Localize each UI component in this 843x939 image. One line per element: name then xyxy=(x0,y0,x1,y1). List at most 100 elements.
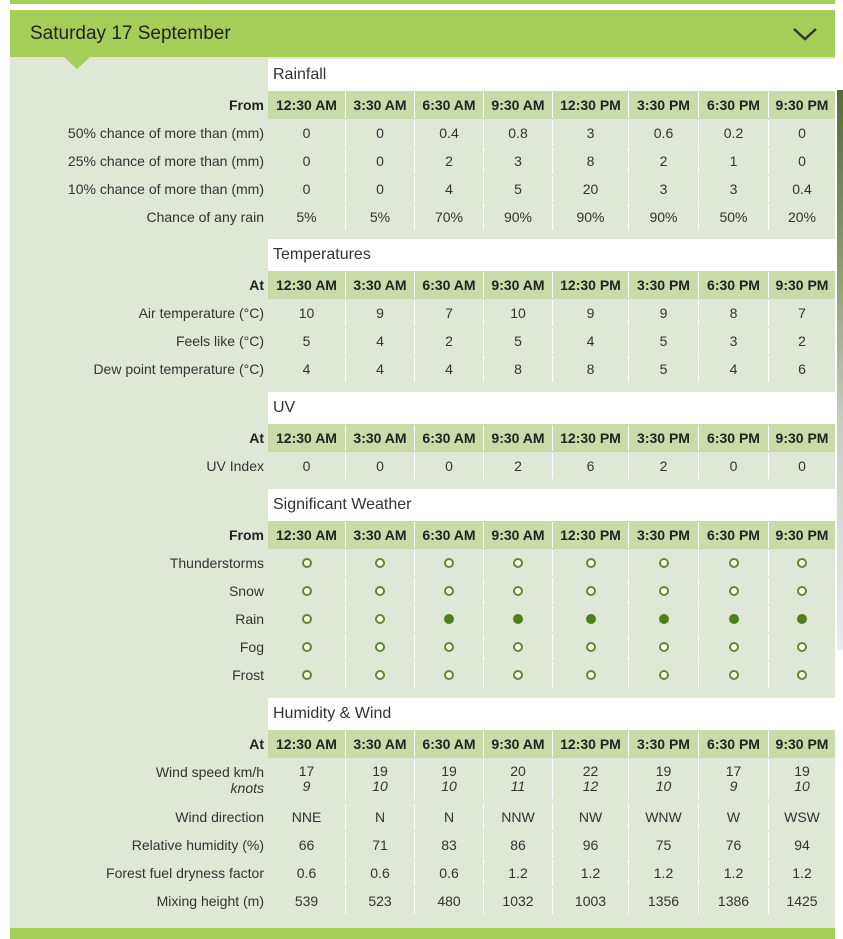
value-cell: 8 xyxy=(484,356,553,382)
indicator-cell xyxy=(484,550,553,576)
row-label: Wind direction xyxy=(175,809,264,825)
time-cell: 9:30 PM xyxy=(775,277,829,293)
value-cell: 0.6 xyxy=(346,860,415,886)
section-title-uv: UV xyxy=(268,392,835,424)
wind-speed-cell: 17 9 xyxy=(268,759,346,799)
row-labels: From 50% chance of more than (mm) 25% chan… xyxy=(10,57,268,928)
table-row: 0 0 4 5 20 3 3 0.4 xyxy=(268,175,835,203)
indicator-cell xyxy=(415,662,484,688)
value-cell: 1425 xyxy=(786,893,818,909)
chevron-down-icon[interactable] xyxy=(775,10,835,57)
row-label: Mixing height (m) xyxy=(156,893,264,909)
empty-circle-icon xyxy=(797,670,807,680)
time-cell: 12:30 AM xyxy=(268,92,346,118)
wind-speed-cell: 19 10 xyxy=(629,759,699,799)
value-cell: 4 xyxy=(268,356,346,382)
empty-circle-icon xyxy=(728,558,739,568)
time-cell: 12:30 PM xyxy=(553,425,629,451)
value-cell: 7 xyxy=(415,300,484,326)
value-cell: 0.8 xyxy=(484,120,553,146)
value-cell: 50% xyxy=(699,204,769,230)
next-day-header[interactable] xyxy=(10,928,835,939)
value-cell: 8 xyxy=(553,356,629,382)
time-cell: 12:30 AM xyxy=(268,272,346,298)
row-label: Frost xyxy=(232,667,264,683)
time-header-label: At xyxy=(249,430,264,446)
value-cell: 1.2 xyxy=(484,860,553,886)
value-cell: 75 xyxy=(629,832,699,858)
value-cell: 4 xyxy=(415,356,484,382)
time-cell: 3:30 AM xyxy=(346,425,415,451)
row-label: 25% chance of more than (mm) xyxy=(67,153,264,169)
value-cell: 0 xyxy=(268,120,346,146)
wind-knots: 10 xyxy=(794,778,810,794)
time-cell: 9:30 AM xyxy=(484,522,553,548)
value-cell: 1.2 xyxy=(553,860,629,886)
row-label: 50% chance of more than (mm) xyxy=(67,125,264,141)
value-cell: 94 xyxy=(794,837,810,853)
time-cell: 9:30 AM xyxy=(484,92,553,118)
wind-knots: 9 xyxy=(729,778,738,794)
table-row: 539 523 480 1032 1003 1356 1386 1425 xyxy=(268,887,835,915)
time-cell: 6:30 PM xyxy=(699,92,769,118)
wind-knots: 10 xyxy=(655,778,672,794)
time-cell: 3:30 PM xyxy=(629,522,699,548)
indicator-cell xyxy=(699,550,769,576)
empty-circle-icon xyxy=(797,586,807,596)
empty-circle-icon xyxy=(658,642,669,652)
time-cell: 3:30 PM xyxy=(629,425,699,451)
value-cell: 90% xyxy=(553,204,629,230)
time-header-label: At xyxy=(249,277,264,293)
table-row: NNE N N NNW NW WNW W WSW xyxy=(268,803,835,831)
value-cell: 4 xyxy=(553,328,629,354)
value-cell: 523 xyxy=(346,888,415,914)
value-cell: 0 xyxy=(268,176,346,202)
time-cell: 3:30 PM xyxy=(629,272,699,298)
wind-speed-cell: 22 12 xyxy=(553,759,629,799)
value-cell: 10 xyxy=(484,300,553,326)
empty-circle-icon xyxy=(585,670,596,680)
table-row xyxy=(268,661,835,689)
value-cell: 2 xyxy=(629,148,699,174)
time-cell: 12:30 AM xyxy=(268,425,346,451)
time-header-label: At xyxy=(249,736,264,752)
value-cell: 0 xyxy=(268,453,346,479)
value-cell: 70% xyxy=(415,204,484,230)
wind-knots: 10 xyxy=(372,778,388,794)
day-title: Saturday 17 September xyxy=(30,22,231,44)
row-label: Wind speed km/h xyxy=(155,764,264,780)
value-cell: 7 xyxy=(798,305,806,321)
time-cell: 9:30 AM xyxy=(484,731,553,757)
value-cell: 86 xyxy=(484,832,553,858)
time-cell: 6:30 AM xyxy=(415,425,484,451)
table-row: 0.6 0.6 0.6 1.2 1.2 1.2 1.2 1.2 xyxy=(268,859,835,887)
empty-circle-icon xyxy=(301,614,312,624)
indicator-cell xyxy=(769,578,835,604)
value-cell: 0 xyxy=(346,148,415,174)
value-cell: 0 xyxy=(415,453,484,479)
table-row xyxy=(268,549,835,577)
forecast-panel: From 50% chance of more than (mm) 25% chan… xyxy=(10,57,835,928)
wind-knots: 9 xyxy=(302,778,311,794)
indicator-cell xyxy=(268,606,346,632)
value-cell: 5 xyxy=(629,356,699,382)
indicator-cell xyxy=(268,578,346,604)
value-cell: 0.6 xyxy=(415,860,484,886)
time-cell: 6:30 PM xyxy=(699,522,769,548)
value-cell: 8 xyxy=(699,300,769,326)
wind-speed-cell: 20 11 xyxy=(484,759,553,799)
empty-circle-icon xyxy=(375,670,385,680)
wind-kmh: 17 xyxy=(725,763,742,779)
value-cell: 539 xyxy=(268,888,346,914)
value-cell: 3 xyxy=(699,176,769,202)
value-cell: 8 xyxy=(553,148,629,174)
time-cell: 6:30 PM xyxy=(699,425,769,451)
value-cell: 2 xyxy=(484,453,553,479)
indicator-cell xyxy=(484,578,553,604)
value-cell: N xyxy=(346,804,415,830)
day-header[interactable]: Saturday 17 September xyxy=(10,10,835,57)
indicator-cell xyxy=(629,634,699,660)
empty-circle-icon xyxy=(728,670,739,680)
